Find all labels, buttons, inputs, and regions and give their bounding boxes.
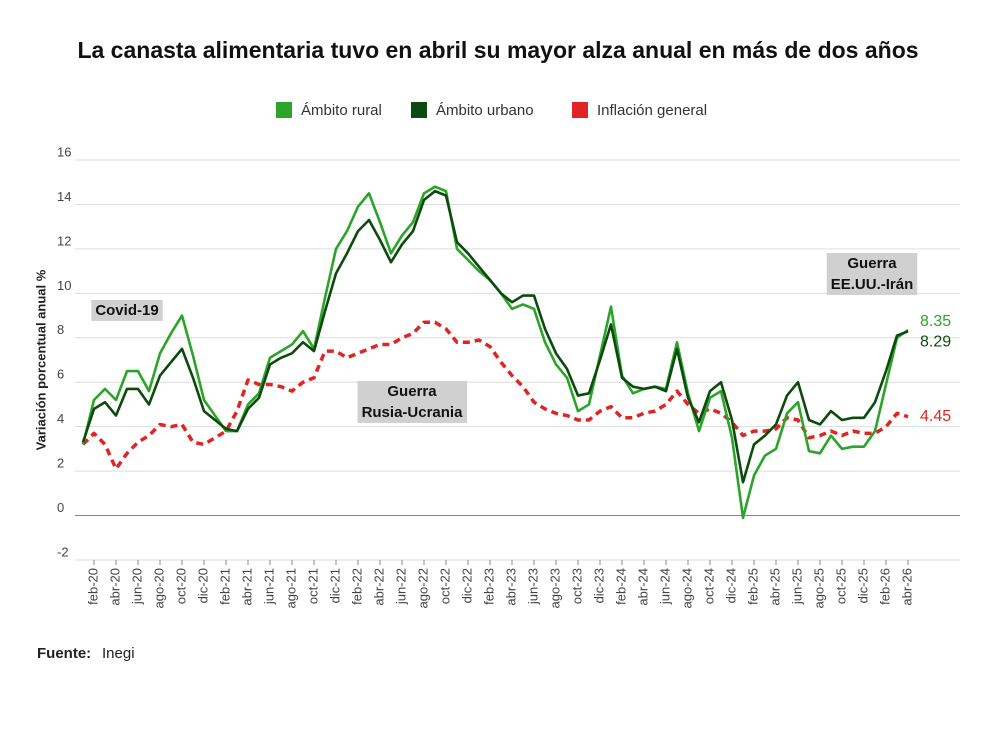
source-label: Fuente: [37,645,91,662]
x-tick-label: dic-23 [591,568,606,603]
x-tick-label: jun-22 [393,568,408,605]
y-axis-label: Variación porcentual anual % [33,269,48,450]
x-tick-label: feb-21 [217,568,232,605]
annotation-box [357,380,468,423]
annotation-text: EE.UU.-Irán [831,276,914,293]
x-tick-label: abr-26 [899,568,914,606]
x-tick-label: abr-20 [107,568,122,606]
x-tick-label: oct-24 [701,568,716,604]
x-tick-label: feb-23 [481,568,496,605]
x-tick-label: ago-24 [679,568,694,608]
end-value-label: 8.29 [920,334,951,351]
annotation-text: Covid-19 [95,302,158,319]
legend-swatch [411,102,427,118]
legend-label: Inflación general [597,102,707,119]
y-tick-label: -2 [57,544,69,559]
y-tick-label: 0 [57,500,64,515]
x-tick-label: feb-24 [613,568,628,605]
x-tick-label: feb-22 [349,568,364,605]
x-tick-label: abr-22 [371,568,386,606]
x-tick-label: ago-23 [547,568,562,608]
y-tick-label: 8 [57,322,64,337]
series-line [81,189,909,484]
source: Inegi [102,645,135,662]
x-tick-label: oct-22 [437,568,452,604]
x-tick-label: oct-21 [305,568,320,604]
x-tick-label: ago-21 [283,568,298,608]
y-tick-label: 6 [57,367,64,382]
x-tick-label: jun-24 [657,568,672,605]
x-tick-label: dic-21 [327,568,342,603]
x-tick-label: feb-20 [85,568,100,605]
y-tick-label: 4 [57,411,64,426]
x-tick-label: abr-25 [767,568,782,606]
x-tick-label: oct-25 [833,568,848,604]
x-tick-label: jun-25 [789,568,804,605]
annotation-text: Rusia-Ucrania [362,404,464,421]
x-tick-label: jun-20 [129,568,144,605]
end-value-label: 8.35 [920,313,951,330]
x-tick-label: abr-24 [635,568,650,606]
x-tick-label: ago-20 [151,568,166,608]
x-tick-label: jun-23 [525,568,540,605]
y-tick-label: 14 [57,189,71,204]
x-tick-label: dic-25 [855,568,870,603]
legend-label: Ámbito rural [301,102,382,119]
x-tick-label: ago-25 [811,568,826,608]
y-tick-label: 2 [57,456,64,471]
legend-swatch [276,102,292,118]
chart-title: La canasta alimentaria tuvo en abril su … [77,37,918,63]
legend-label: Ámbito urbano [436,102,534,119]
x-tick-label: abr-21 [239,568,254,606]
y-tick-label: 12 [57,233,71,248]
x-tick-label: ago-22 [415,568,430,608]
legend-swatch [572,102,588,118]
x-tick-label: dic-22 [459,568,474,603]
x-tick-label: feb-25 [745,568,760,605]
annotation-text: Guerra [387,383,437,400]
annotation-box [91,299,163,321]
y-tick-label: 16 [57,144,71,159]
x-tick-label: oct-23 [569,568,584,604]
x-tick-label: dic-24 [723,568,738,603]
x-tick-label: abr-23 [503,568,518,606]
series-line [81,320,909,471]
x-tick-label: jun-21 [261,568,276,605]
x-tick-label: oct-20 [173,568,188,604]
annotation-text: Guerra [847,255,897,272]
x-tick-label: dic-20 [195,568,210,603]
annotation-box [826,252,918,295]
y-tick-label: 10 [57,278,71,293]
x-tick-label: feb-26 [877,568,892,605]
end-value-label: 4.45 [920,408,951,425]
